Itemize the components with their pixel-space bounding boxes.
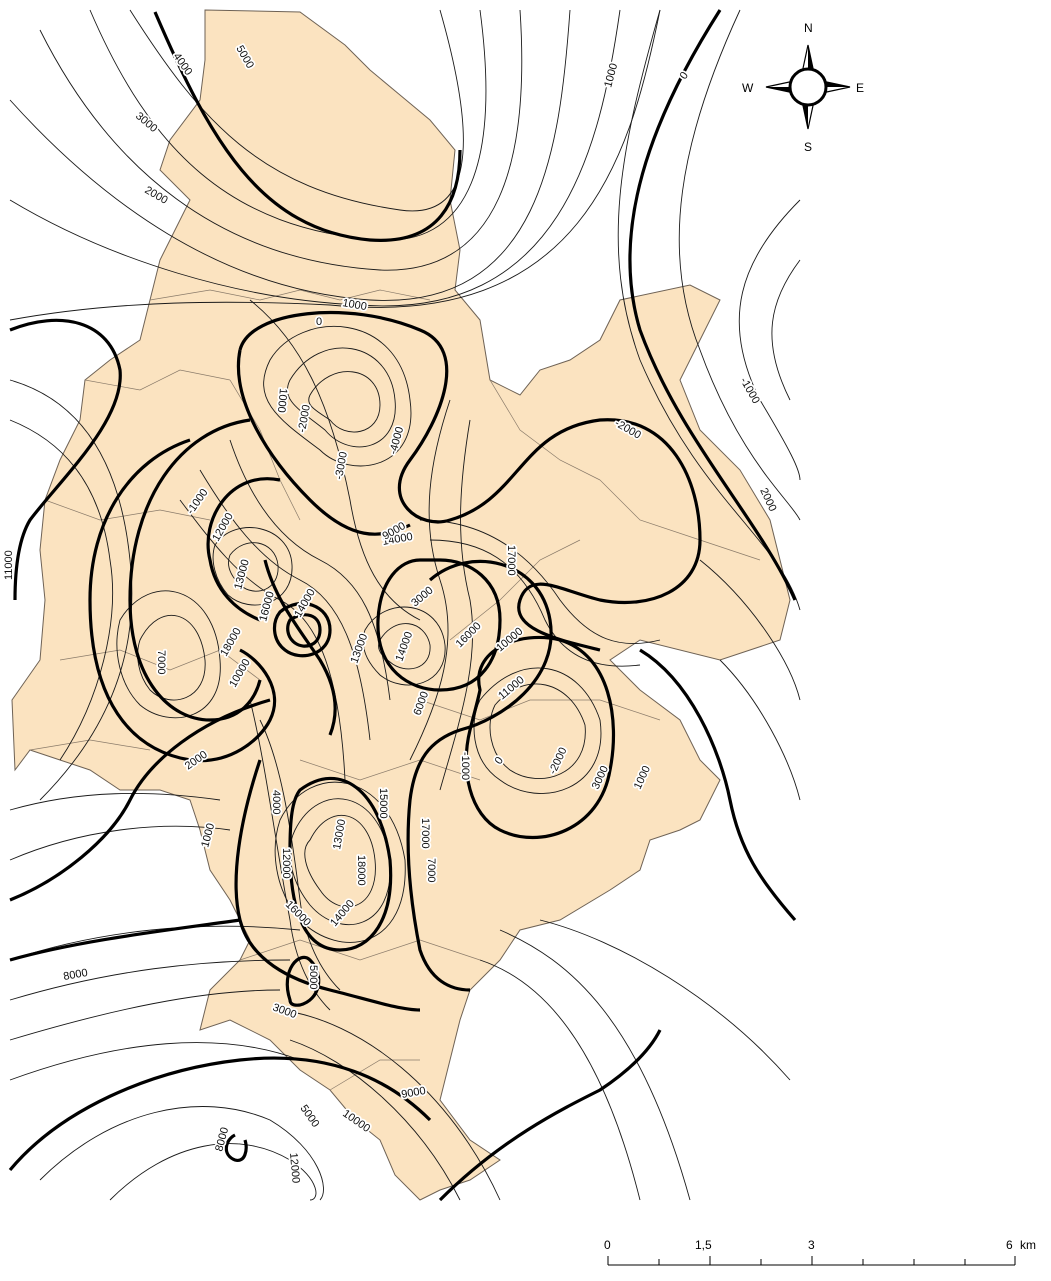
compass-south-label: S (804, 140, 812, 154)
contour-label: 17000 (505, 545, 517, 576)
compass-east-label: E (856, 81, 864, 95)
study-region (11, 9, 791, 1201)
contour-label: 17000 (419, 818, 431, 849)
contour-label: 0 (316, 316, 322, 328)
contour-label: 2000 (143, 184, 170, 207)
scale-label-1-5: 1,5 (695, 1238, 712, 1252)
contour-label: 4000 (270, 790, 282, 814)
contour-label: 3000 (133, 110, 159, 135)
compass-rose: N S E W (742, 21, 864, 154)
contour-label: 11000 (3, 550, 15, 580)
contour-label: -1000 (459, 752, 471, 780)
scale-label-3: 3 (808, 1238, 815, 1252)
compass-west-label: W (742, 81, 754, 95)
scale-unit: km (1020, 1238, 1036, 1252)
scale-label-0: 0 (604, 1238, 611, 1252)
contour-label: 15000 (377, 788, 389, 819)
contour-label: 12000 (280, 848, 292, 879)
thick-contours (8, 9, 797, 1202)
contour-label: 7000 (155, 650, 167, 674)
contour-label: 1000 (602, 62, 620, 89)
contour-label: 12000 (287, 1152, 302, 1184)
contour-label: -1000 (737, 376, 761, 406)
contour-label: 4000 (171, 51, 195, 78)
contour-label: 1000 (275, 388, 289, 413)
contour-label: 5000 (298, 1103, 322, 1130)
contour-label: 5000 (307, 965, 319, 989)
contour-label: 7000 (425, 858, 437, 882)
contour-label: 18000 (355, 855, 367, 886)
scale-bar: 0 1,5 3 6 km (604, 1238, 1036, 1266)
compass-north-label: N (804, 21, 813, 35)
scale-label-6: 6 (1006, 1238, 1013, 1252)
